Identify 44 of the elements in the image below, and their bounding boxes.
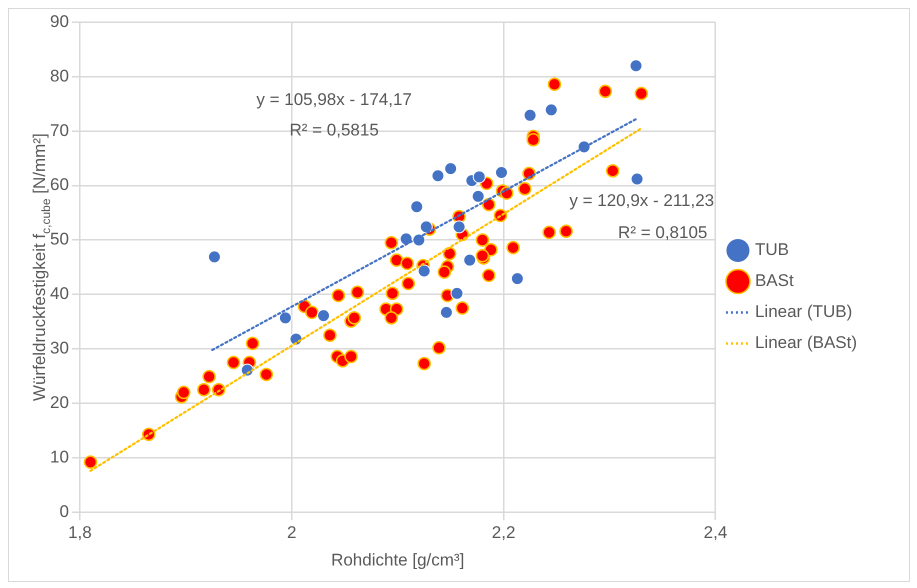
point [630, 172, 644, 186]
point [544, 103, 558, 116]
annotation: y = 105,98x - 174,17 [256, 90, 412, 109]
x-tick-label: 1,8 [68, 523, 92, 542]
y-tick-label: 40 [50, 284, 69, 304]
point [494, 166, 508, 179]
y-tick-label: 0 [59, 502, 69, 521]
legend-label: Linear (BASt) [754, 333, 858, 352]
x-tick-label: 2,4 [704, 523, 728, 542]
point [317, 309, 330, 322]
y-tick-label: 60 [50, 175, 69, 194]
y-tick-label: 90 [50, 12, 69, 31]
y-tick-label: 80 [50, 66, 69, 86]
y-tick-label: 50 [50, 230, 69, 249]
legend-label: BASt [754, 271, 794, 290]
point [524, 108, 537, 122]
legend-label: Linear (TUB) [754, 302, 852, 322]
point [510, 272, 524, 286]
point [420, 220, 433, 234]
point [472, 170, 486, 184]
point [472, 190, 485, 203]
point [452, 220, 466, 234]
point [278, 311, 292, 324]
annotation: R² = 0,5815 [289, 120, 379, 140]
point [418, 264, 431, 278]
y-tick-label: 20 [50, 393, 69, 412]
point [410, 200, 424, 214]
point [463, 254, 476, 267]
point [440, 306, 453, 319]
y-tick-label: 30 [50, 338, 69, 358]
point [444, 162, 458, 176]
x-tick-label: 2 [287, 523, 296, 542]
y-tick-label: 70 [50, 120, 69, 140]
y-tick-label: 10 [50, 447, 69, 466]
x-tick-label: 2,2 [492, 523, 516, 542]
point [450, 286, 464, 300]
legend-label: TUB [754, 240, 789, 260]
point [431, 169, 444, 182]
annotation: y = 120,9x - 211,23 [569, 191, 714, 210]
annotation: R² = 0,8105 [618, 223, 708, 242]
x-axis-title: Rohdichte [g/cm³] [331, 550, 464, 570]
point [630, 59, 643, 72]
point [400, 232, 413, 246]
point [208, 250, 221, 264]
